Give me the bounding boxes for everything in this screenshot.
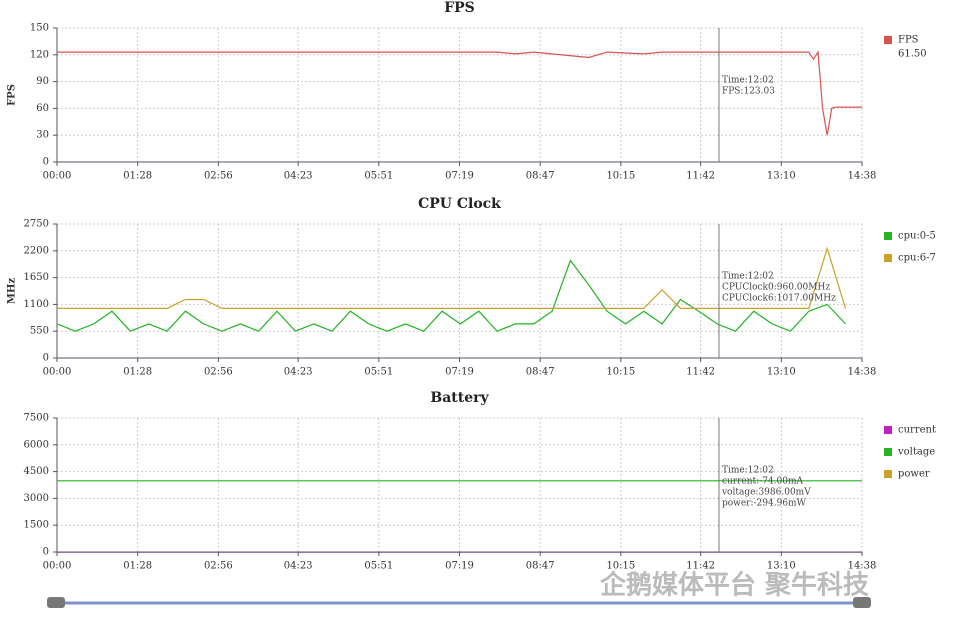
x-tick-label: 00:00 bbox=[43, 561, 72, 572]
x-tick-label: 14:38 bbox=[848, 367, 877, 378]
x-tick-label: 13:10 bbox=[767, 171, 796, 182]
legend-swatch bbox=[884, 426, 892, 434]
x-tick-label: 10:15 bbox=[606, 367, 635, 378]
x-tick-label: 13:10 bbox=[767, 367, 796, 378]
y-tick-label: 0 bbox=[43, 157, 49, 168]
x-tick-label: 11:42 bbox=[686, 561, 715, 572]
x-tick-label: 07:19 bbox=[445, 561, 474, 572]
legend-swatch bbox=[884, 448, 892, 456]
x-tick-label: 14:38 bbox=[848, 171, 877, 182]
x-tick-label: 10:15 bbox=[606, 171, 635, 182]
legend-label: FPS bbox=[898, 35, 919, 46]
legend-value: 61.50 bbox=[898, 49, 927, 60]
y-tick-label: 1650 bbox=[24, 272, 49, 283]
slider-handle-left[interactable] bbox=[47, 597, 65, 608]
y-tick-label: 1500 bbox=[24, 520, 49, 531]
x-tick-label: 01:28 bbox=[123, 171, 152, 182]
y-tick-label: 4500 bbox=[24, 466, 49, 477]
x-tick-label: 02:56 bbox=[204, 561, 233, 572]
legend-swatch bbox=[884, 254, 892, 262]
legend-label: cpu:6-7 bbox=[898, 253, 936, 264]
y-tick-label: 30 bbox=[36, 130, 49, 141]
x-tick-label: 01:28 bbox=[123, 367, 152, 378]
x-tick-label: 13:10 bbox=[767, 561, 796, 572]
x-tick-label: 11:42 bbox=[686, 171, 715, 182]
y-tick-label: 120 bbox=[30, 49, 49, 60]
y-tick-label: 7500 bbox=[24, 413, 49, 424]
y-tick-label: 6000 bbox=[24, 439, 49, 450]
x-tick-label: 08:47 bbox=[526, 367, 555, 378]
x-tick-label: 04:23 bbox=[284, 171, 313, 182]
chart-panel: Battery 0 1500 3000 4500 6000 7500 00:00 01:28 02… bbox=[24, 390, 936, 572]
chart-title: Battery bbox=[430, 390, 489, 406]
y-tick-label: 2750 bbox=[24, 219, 49, 230]
data-line bbox=[57, 246, 847, 309]
y-axis-label: MHz bbox=[7, 278, 18, 305]
y-tick-label: 150 bbox=[30, 23, 49, 34]
slider-handle-right[interactable] bbox=[853, 597, 871, 608]
y-tick-label: 0 bbox=[43, 547, 49, 558]
legend-label: voltage bbox=[897, 447, 935, 458]
x-tick-label: 02:56 bbox=[204, 367, 233, 378]
x-tick-label: 11:42 bbox=[686, 367, 715, 378]
x-tick-label: 10:15 bbox=[606, 561, 635, 572]
legend-label: cpu:0-5 bbox=[898, 231, 936, 242]
y-axis-label: FPS bbox=[7, 84, 18, 106]
y-tick-label: 550 bbox=[30, 326, 49, 337]
x-tick-label: 00:00 bbox=[43, 171, 72, 182]
x-tick-label: 07:19 bbox=[445, 171, 474, 182]
x-tick-label: 08:47 bbox=[526, 561, 555, 572]
legend-label: power bbox=[898, 469, 930, 480]
tooltip-text: Time:12:02 bbox=[722, 272, 774, 282]
x-tick-label: 14:38 bbox=[848, 561, 877, 572]
x-tick-label: 05:51 bbox=[364, 171, 393, 182]
x-tick-label: 01:28 bbox=[123, 561, 152, 572]
y-tick-label: 3000 bbox=[24, 493, 49, 504]
y-tick-label: 90 bbox=[36, 76, 49, 87]
y-tick-label: 0 bbox=[43, 353, 49, 364]
tooltip-text: power:-294.96mW bbox=[722, 499, 807, 509]
data-line bbox=[57, 50, 862, 136]
legend-swatch bbox=[884, 470, 892, 478]
data-line bbox=[57, 259, 846, 332]
x-tick-label: 02:56 bbox=[204, 171, 233, 182]
x-tick-label: 05:51 bbox=[364, 367, 393, 378]
chart-panel: CPU Clock MHz 0 550 1100 1650 2200 2750 00:00 01:… bbox=[7, 196, 936, 378]
x-tick-label: 00:00 bbox=[43, 367, 72, 378]
x-tick-label: 08:47 bbox=[526, 171, 555, 182]
x-tick-label: 04:23 bbox=[284, 561, 313, 572]
chart-title: CPU Clock bbox=[418, 196, 501, 212]
x-tick-label: 04:23 bbox=[284, 367, 313, 378]
tooltip-text: Time:12:02 bbox=[722, 466, 774, 476]
legend-swatch bbox=[884, 36, 892, 44]
tooltip-text: voltage:3986.00mV bbox=[721, 488, 811, 498]
chart-panel: FPS FPS 0 30 60 90 120 150 00:00 01:28 02:56 04:23 0… bbox=[7, 0, 927, 182]
chart-title: FPS bbox=[444, 0, 475, 16]
watermark: 企鹅媒体平台 聚牛科技 bbox=[600, 570, 869, 601]
tooltip-text: CPUClock0:960.00MHz bbox=[722, 283, 830, 293]
tooltip-text: FPS:123.03 bbox=[722, 87, 775, 97]
y-tick-label: 1100 bbox=[24, 299, 49, 310]
tooltip-text: current:-74.00mA bbox=[722, 477, 804, 487]
y-tick-label: 2200 bbox=[24, 245, 49, 256]
legend-swatch bbox=[884, 232, 892, 240]
tooltip-text: CPUClock6:1017.00MHz bbox=[722, 294, 836, 304]
y-tick-label: 60 bbox=[36, 103, 49, 114]
x-tick-label: 07:19 bbox=[445, 367, 474, 378]
x-tick-label: 05:51 bbox=[364, 561, 393, 572]
legend-label: current bbox=[898, 425, 936, 436]
tooltip-text: Time:12:02 bbox=[722, 76, 774, 86]
